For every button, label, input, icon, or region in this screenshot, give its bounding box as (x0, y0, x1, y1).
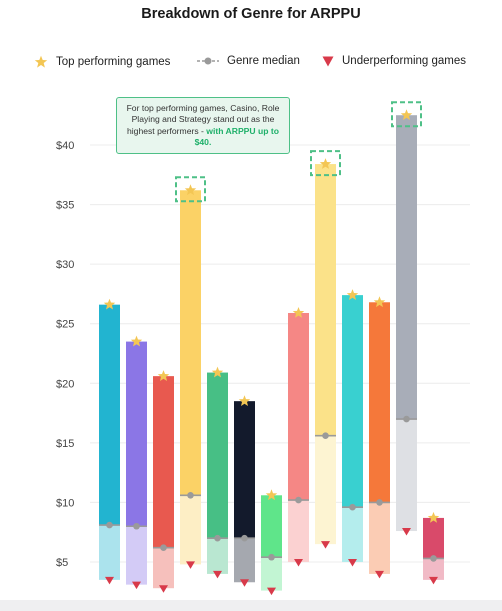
callout-highlight: with ARPPU up to $40. (194, 125, 280, 148)
highlight-box (391, 101, 422, 128)
median-dot (241, 534, 248, 542)
top-star (130, 335, 143, 347)
median-dot (133, 522, 140, 530)
legend-item-median: Genre median (197, 55, 300, 67)
bar-upper (423, 517, 444, 559)
y-tick-label: $40 (56, 140, 74, 152)
bar-upper (288, 312, 309, 501)
under-triangle (375, 570, 384, 579)
bar-upper (126, 341, 147, 527)
bar-upper (207, 372, 228, 539)
under-triangle (159, 585, 168, 593)
y-tick-label: $5 (56, 557, 68, 569)
top-star (427, 511, 440, 523)
legend-item-top: Top performing games (34, 55, 170, 69)
legend-label-under: Underperforming games (342, 55, 467, 67)
under-triangle (402, 528, 411, 536)
top-star (400, 109, 413, 121)
median-dot (268, 553, 275, 561)
chart-legend: Top performing games Genre median Underp… (0, 55, 502, 73)
bar-lower (315, 435, 336, 545)
bar-upper (99, 304, 120, 526)
under-triangle (267, 587, 276, 596)
bar-upper (261, 495, 282, 558)
bar-lower (99, 525, 120, 580)
callout-box: For top performing games, Casino, Role P… (116, 97, 290, 154)
under-triangle (321, 541, 330, 549)
bar-upper (180, 190, 201, 496)
bar-upper (234, 401, 255, 539)
bar-lower (261, 557, 282, 591)
bar-upper (396, 115, 417, 420)
bar-upper (315, 164, 336, 436)
y-tick-label: $35 (56, 200, 74, 212)
median-dot (187, 491, 194, 499)
chart-title: Breakdown of Genre for ARPPU (141, 6, 361, 22)
under-triangle (132, 581, 141, 590)
top-star (373, 296, 386, 308)
y-tick-label: $20 (56, 378, 74, 390)
median-dot (160, 544, 167, 552)
y-tick-label: $30 (56, 259, 74, 271)
legend-label-top: Top performing games (56, 56, 171, 68)
under-triangle (348, 559, 357, 567)
median-dot (376, 499, 383, 506)
top-star (157, 370, 170, 381)
highlight-box (310, 150, 341, 177)
under-triangle (429, 576, 438, 585)
top-star (103, 298, 116, 310)
median-dot (295, 496, 302, 504)
top-star (346, 289, 359, 300)
median-dot (106, 521, 113, 529)
bar-lower (396, 419, 417, 532)
under-triangle (186, 561, 195, 569)
bottom-strip (0, 600, 502, 611)
under-triangle (240, 579, 249, 587)
median-dot (430, 555, 437, 562)
bar-lower (180, 495, 201, 565)
top-star (211, 366, 224, 378)
median-dot (322, 432, 329, 440)
y-tick-label: $15 (56, 438, 74, 450)
bar-lower (423, 558, 444, 580)
top-star (319, 158, 332, 169)
star-icon (34, 55, 48, 69)
y-tick-label: $25 (56, 319, 74, 331)
bar-upper (342, 295, 363, 508)
median-marker-icon (197, 56, 219, 66)
callout-text: For top performing games, Casino, Role P… (126, 103, 280, 136)
bar-lower (153, 547, 174, 589)
under-triangle (294, 559, 303, 567)
top-star (238, 395, 251, 406)
median-dot (349, 503, 356, 511)
median-dot (403, 415, 410, 423)
bar-lower (288, 500, 309, 562)
bar-upper (369, 302, 390, 503)
y-tick-label: $10 (56, 497, 74, 509)
under-triangle (213, 570, 222, 579)
top-star (184, 184, 197, 196)
top-star (292, 307, 305, 318)
highlight-box (175, 176, 206, 203)
legend-label-median: Genre median (227, 55, 300, 67)
bar-lower (342, 507, 363, 562)
legend-item-under: Underperforming games (322, 55, 466, 67)
bar-upper (153, 376, 174, 548)
bar-lower (126, 526, 147, 585)
bar-lower (207, 538, 228, 574)
median-dot (214, 534, 221, 542)
triangle-down-icon (322, 56, 334, 67)
under-triangle (105, 576, 114, 585)
top-star (265, 489, 278, 501)
bar-lower (369, 502, 390, 574)
bar-lower (234, 538, 255, 583)
